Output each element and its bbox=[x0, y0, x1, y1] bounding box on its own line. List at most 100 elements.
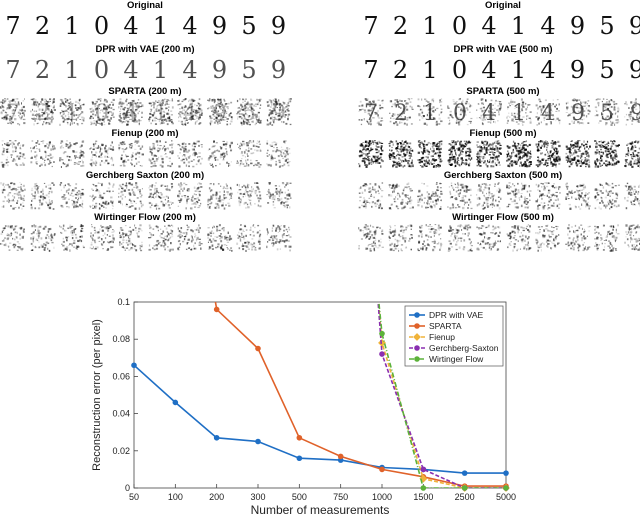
digit-glyph: 9 bbox=[569, 56, 586, 84]
digit-glyph: 5 bbox=[599, 56, 615, 84]
digit-image: 5 bbox=[594, 56, 620, 84]
x-tick-label: 1500 bbox=[413, 492, 433, 502]
digit-image: 9 bbox=[266, 56, 292, 84]
digit-image bbox=[535, 182, 561, 210]
digit-image: 1 bbox=[417, 12, 443, 40]
noise-texture bbox=[476, 182, 502, 210]
digit-image bbox=[594, 182, 620, 210]
digit-image bbox=[236, 140, 262, 168]
noise-texture bbox=[417, 224, 443, 252]
digit-image: 0 bbox=[89, 56, 115, 84]
digit-image: 5 bbox=[236, 98, 262, 126]
data-point bbox=[379, 330, 385, 337]
noise-texture bbox=[265, 140, 291, 168]
digit-image bbox=[59, 140, 85, 168]
digit-image: 4 bbox=[177, 12, 203, 40]
noise-texture bbox=[119, 224, 143, 252]
digit-image bbox=[417, 140, 443, 168]
digit-glyph: 7 bbox=[364, 101, 378, 126]
digit-image bbox=[177, 224, 203, 252]
digit-image: 4 bbox=[535, 12, 561, 40]
noise-texture: 4 bbox=[535, 98, 561, 126]
digit-image bbox=[594, 224, 620, 252]
digit-image bbox=[476, 182, 502, 210]
digit-glyph: 5 bbox=[599, 12, 615, 40]
digit-image bbox=[206, 182, 233, 210]
digit-image bbox=[388, 140, 414, 168]
digit-glyph: 0 bbox=[93, 12, 110, 40]
digit-image: 4 bbox=[476, 56, 502, 84]
digit-image bbox=[623, 182, 640, 210]
digit-image bbox=[505, 182, 532, 210]
noise-texture: 5 bbox=[594, 98, 620, 126]
noise-texture bbox=[59, 224, 85, 252]
x-tick-label: 5000 bbox=[496, 492, 516, 502]
y-tick-label: 0.06 bbox=[112, 371, 130, 381]
digit-image: 9 bbox=[206, 98, 233, 126]
row-title: DPR with VAE (500 m) bbox=[453, 44, 553, 55]
digit-row bbox=[0, 224, 300, 254]
digit-glyph: 7 bbox=[5, 12, 21, 40]
digit-glyph: 9 bbox=[571, 101, 585, 126]
noise-texture bbox=[30, 182, 55, 210]
digit-image bbox=[29, 224, 56, 252]
x-tick-label: 100 bbox=[168, 492, 183, 502]
digit-glyph: 1 bbox=[64, 12, 80, 40]
data-point bbox=[213, 306, 220, 313]
digit-glyph: 4 bbox=[482, 101, 496, 126]
digit-image bbox=[89, 182, 115, 210]
digit-image bbox=[118, 182, 144, 210]
digit-image bbox=[446, 182, 473, 210]
y-tick-label: 0 bbox=[125, 483, 130, 493]
digit-image bbox=[506, 224, 532, 252]
noise-texture bbox=[265, 224, 291, 252]
noise-texture bbox=[564, 140, 591, 168]
digit-image: 4 bbox=[535, 56, 561, 84]
digit-glyph: 0 bbox=[451, 12, 468, 40]
noise-texture bbox=[177, 224, 203, 251]
digit-image bbox=[147, 224, 174, 252]
data-point bbox=[379, 466, 385, 473]
noise-texture bbox=[506, 224, 531, 252]
digit-image: 4 bbox=[118, 98, 144, 126]
row-title: Original bbox=[485, 0, 521, 11]
noise-texture bbox=[358, 140, 384, 168]
digit-image: 1 bbox=[148, 56, 174, 84]
digit-glyph: 2 bbox=[392, 12, 409, 40]
digit-glyph: 1 bbox=[422, 56, 438, 84]
digit-image: 5 bbox=[236, 56, 262, 84]
noise-texture bbox=[594, 224, 620, 252]
digit-image: 9 bbox=[266, 12, 292, 40]
digit-image bbox=[623, 140, 640, 168]
noise-texture bbox=[207, 140, 233, 168]
digit-glyph: 0 bbox=[95, 101, 109, 126]
digit-image bbox=[564, 224, 591, 252]
noise-texture bbox=[148, 140, 174, 168]
digit-image: 9 bbox=[565, 12, 591, 40]
digit-image: 9 bbox=[266, 98, 292, 126]
digit-image bbox=[535, 140, 561, 168]
digit-image bbox=[147, 182, 174, 210]
digit-glyph: 9 bbox=[211, 56, 228, 84]
digit-image: 9 bbox=[207, 56, 233, 84]
data-point bbox=[255, 438, 261, 445]
digit-row bbox=[358, 224, 640, 254]
digit-glyph: 0 bbox=[453, 101, 467, 126]
data-point bbox=[213, 434, 220, 441]
digit-image: 1 bbox=[506, 12, 532, 40]
digit-glyph: 0 bbox=[93, 56, 110, 84]
noise-texture: 2 bbox=[388, 98, 414, 126]
noise-texture bbox=[147, 224, 174, 252]
noise-texture bbox=[29, 224, 56, 252]
digit-glyph: 9 bbox=[211, 12, 228, 40]
digit-image bbox=[594, 140, 620, 168]
digit-glyph: 4 bbox=[123, 12, 139, 40]
digit-image bbox=[177, 140, 203, 168]
digit-image bbox=[535, 224, 561, 252]
noise-texture bbox=[623, 182, 640, 210]
digit-glyph: 7 bbox=[5, 56, 21, 84]
digit-image: 7 bbox=[358, 56, 384, 84]
